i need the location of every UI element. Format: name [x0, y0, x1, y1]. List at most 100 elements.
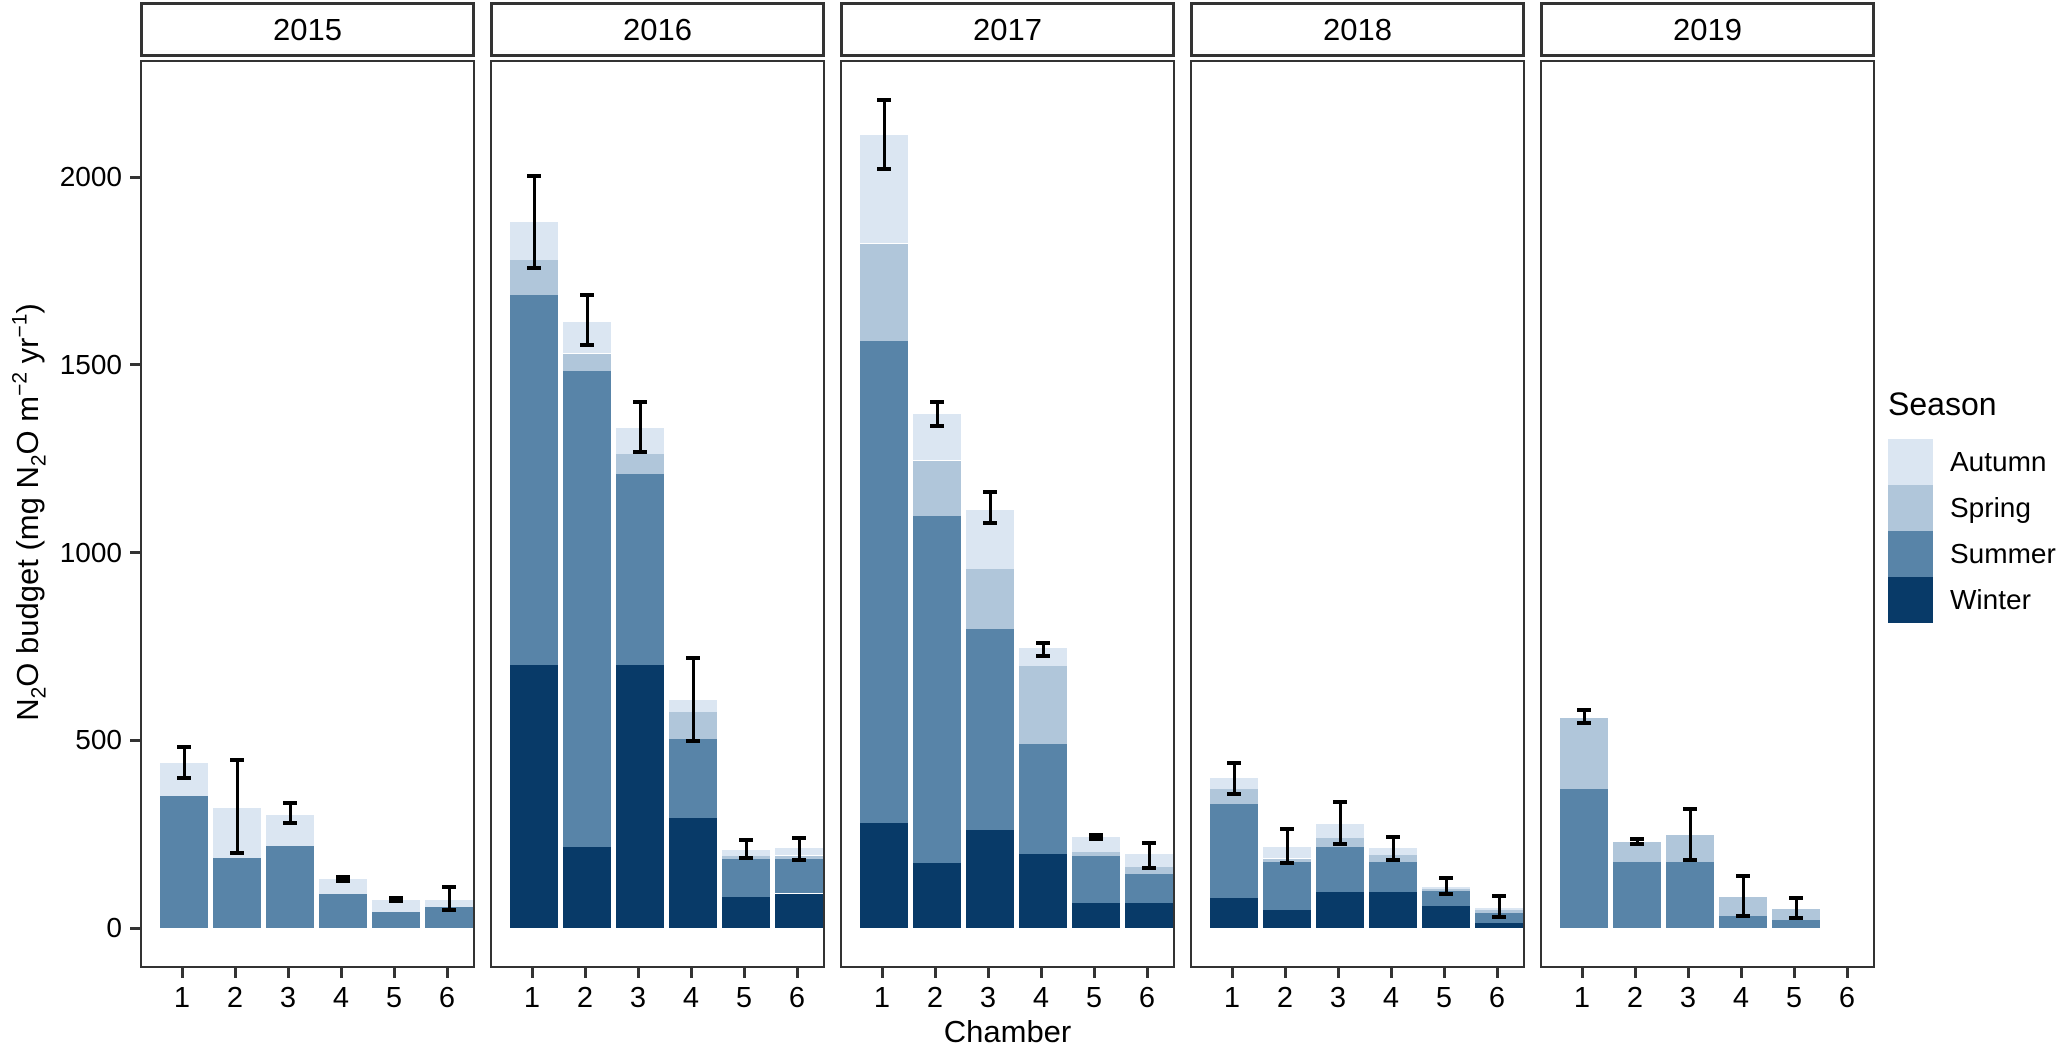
facet-strip-label: 2019 [1673, 11, 1742, 47]
x-tick-mark [1389, 968, 1393, 978]
error-bar-cap-top [527, 173, 541, 178]
x-tick-mark [1845, 968, 1849, 978]
error-bar-cap-top [1492, 894, 1506, 899]
bar-segment-summer [1125, 873, 1173, 904]
x-tick-label: 4 [1732, 982, 1750, 1014]
legend-row-winter: Winter [1888, 577, 2063, 623]
y-axis-title-part: N [10, 698, 46, 721]
error-bar-cap-top [177, 745, 191, 750]
error-bar-line [235, 760, 239, 854]
legend-label-spring: Spring [1950, 492, 2031, 523]
bar-segment-winter [563, 846, 611, 928]
x-tick-label: 3 [979, 982, 997, 1014]
y-tick-mark [130, 926, 140, 930]
error-bar-cap-top [1683, 806, 1697, 811]
error-bar-cap-bottom [230, 851, 244, 856]
y-axis-title-part: O budget (mg N [10, 466, 46, 687]
bar-segment-spring [563, 353, 611, 371]
x-tick-mark [445, 968, 449, 978]
x-tick-mark [689, 968, 693, 978]
error-bar-cap-bottom [1036, 654, 1050, 659]
bar-segment-summer [775, 858, 823, 894]
x-tick-mark [1230, 968, 1234, 978]
bar-segment-summer [213, 858, 261, 928]
bar-segment-winter [1072, 903, 1120, 928]
error-bar-cap-bottom [389, 899, 403, 904]
facet-2018: 2018 1 2 3 4 5 6 [1190, 0, 1525, 1052]
bar-segment-winter [1475, 922, 1523, 928]
y-tick-label: 1000 [59, 536, 122, 568]
error-bar-cap-bottom [1280, 861, 1294, 866]
error-bar-line [882, 100, 886, 169]
facet-strip-label: 2016 [623, 11, 692, 47]
bar-segment-summer [1210, 803, 1258, 898]
facet-2016: 2016 1 2 3 4 5 6 [490, 0, 825, 1052]
panel-2015 [140, 60, 475, 968]
error-bar-line [288, 803, 292, 824]
x-tick-mark [880, 968, 884, 978]
error-bar-line [1147, 842, 1151, 869]
x-tick-label: 1 [173, 982, 191, 1014]
bar-segment-winter [1125, 903, 1173, 928]
error-bar-cap-bottom [1630, 841, 1644, 846]
x-tick-mark [1580, 968, 1584, 978]
bar-segment-summer [510, 295, 558, 666]
x-tick-label: 5 [1785, 982, 1803, 1014]
bar-segment-summer [669, 738, 717, 819]
error-bar-cap-bottom [442, 908, 456, 912]
bar-segment-summer [1719, 916, 1767, 928]
bar-segment-winter [1316, 891, 1364, 928]
facet-strip: 2015 [140, 2, 475, 57]
x-tick-label: 1 [1573, 982, 1591, 1014]
error-bar-cap-top [1333, 799, 1347, 804]
error-bar-cap-top [230, 758, 244, 763]
error-bar-cap-bottom [983, 520, 997, 525]
error-bar-line [1582, 709, 1586, 723]
error-bar-cap-top [580, 292, 594, 297]
bar-segment-summer [1666, 861, 1714, 928]
facet-strip: 2016 [490, 2, 825, 57]
x-tick-mark [530, 968, 534, 978]
bar-segment-winter [616, 665, 664, 928]
legend-row-spring: Spring [1888, 485, 2063, 531]
legend-row-autumn: Autumn [1888, 439, 2063, 485]
error-bar-line [797, 838, 801, 861]
bar-segment-spring [860, 243, 908, 341]
bar-segment-spring [1072, 851, 1120, 857]
bar-segment-winter [1263, 910, 1311, 928]
x-tick-label: 5 [735, 982, 753, 1014]
x-tick-mark [392, 968, 396, 978]
facet-2017: 2017 1 2 3 4 5 6 [840, 0, 1175, 1052]
y-tick-label: 2000 [59, 161, 122, 192]
y-axis-title-part: ) [10, 303, 46, 314]
y-axis-title-part: 2 [27, 686, 51, 699]
facet-strip-label: 2018 [1323, 11, 1392, 47]
error-bar-cap-top [1089, 832, 1103, 837]
x-tick-mark [1739, 968, 1743, 978]
x-tick-label: 5 [1085, 982, 1103, 1014]
error-bar-cap-bottom [1577, 721, 1591, 725]
error-bar-line [341, 876, 345, 881]
legend-title: Season [1888, 386, 1997, 422]
bar-segment-winter [913, 863, 961, 928]
bar-segment-summer [1072, 856, 1120, 904]
x-tick-label: 1 [873, 982, 891, 1014]
bar-segment-summer [372, 911, 420, 928]
facet-strip-label: 2015 [273, 11, 342, 47]
x-tick-mark [933, 968, 937, 978]
legend-label-winter: Winter [1950, 584, 2031, 615]
error-bar-cap-top [1630, 837, 1644, 841]
legend-label-summer: Summer [1950, 538, 2056, 569]
x-tick-label: 2 [1626, 982, 1644, 1014]
bar-segment-summer [1263, 861, 1311, 910]
error-bar-line [691, 658, 695, 741]
bar-segment-summer [616, 474, 664, 666]
x-tick-label: 4 [332, 982, 350, 1014]
bar-segment-summer [563, 370, 611, 847]
bar-segment-winter [1369, 891, 1417, 928]
bar-segment-summer [722, 858, 770, 897]
y-axis-title-part: −1 [8, 313, 32, 338]
y-tick-mark [130, 363, 140, 367]
legend-key-summer [1888, 531, 1933, 577]
error-bar-cap-top [283, 801, 297, 806]
